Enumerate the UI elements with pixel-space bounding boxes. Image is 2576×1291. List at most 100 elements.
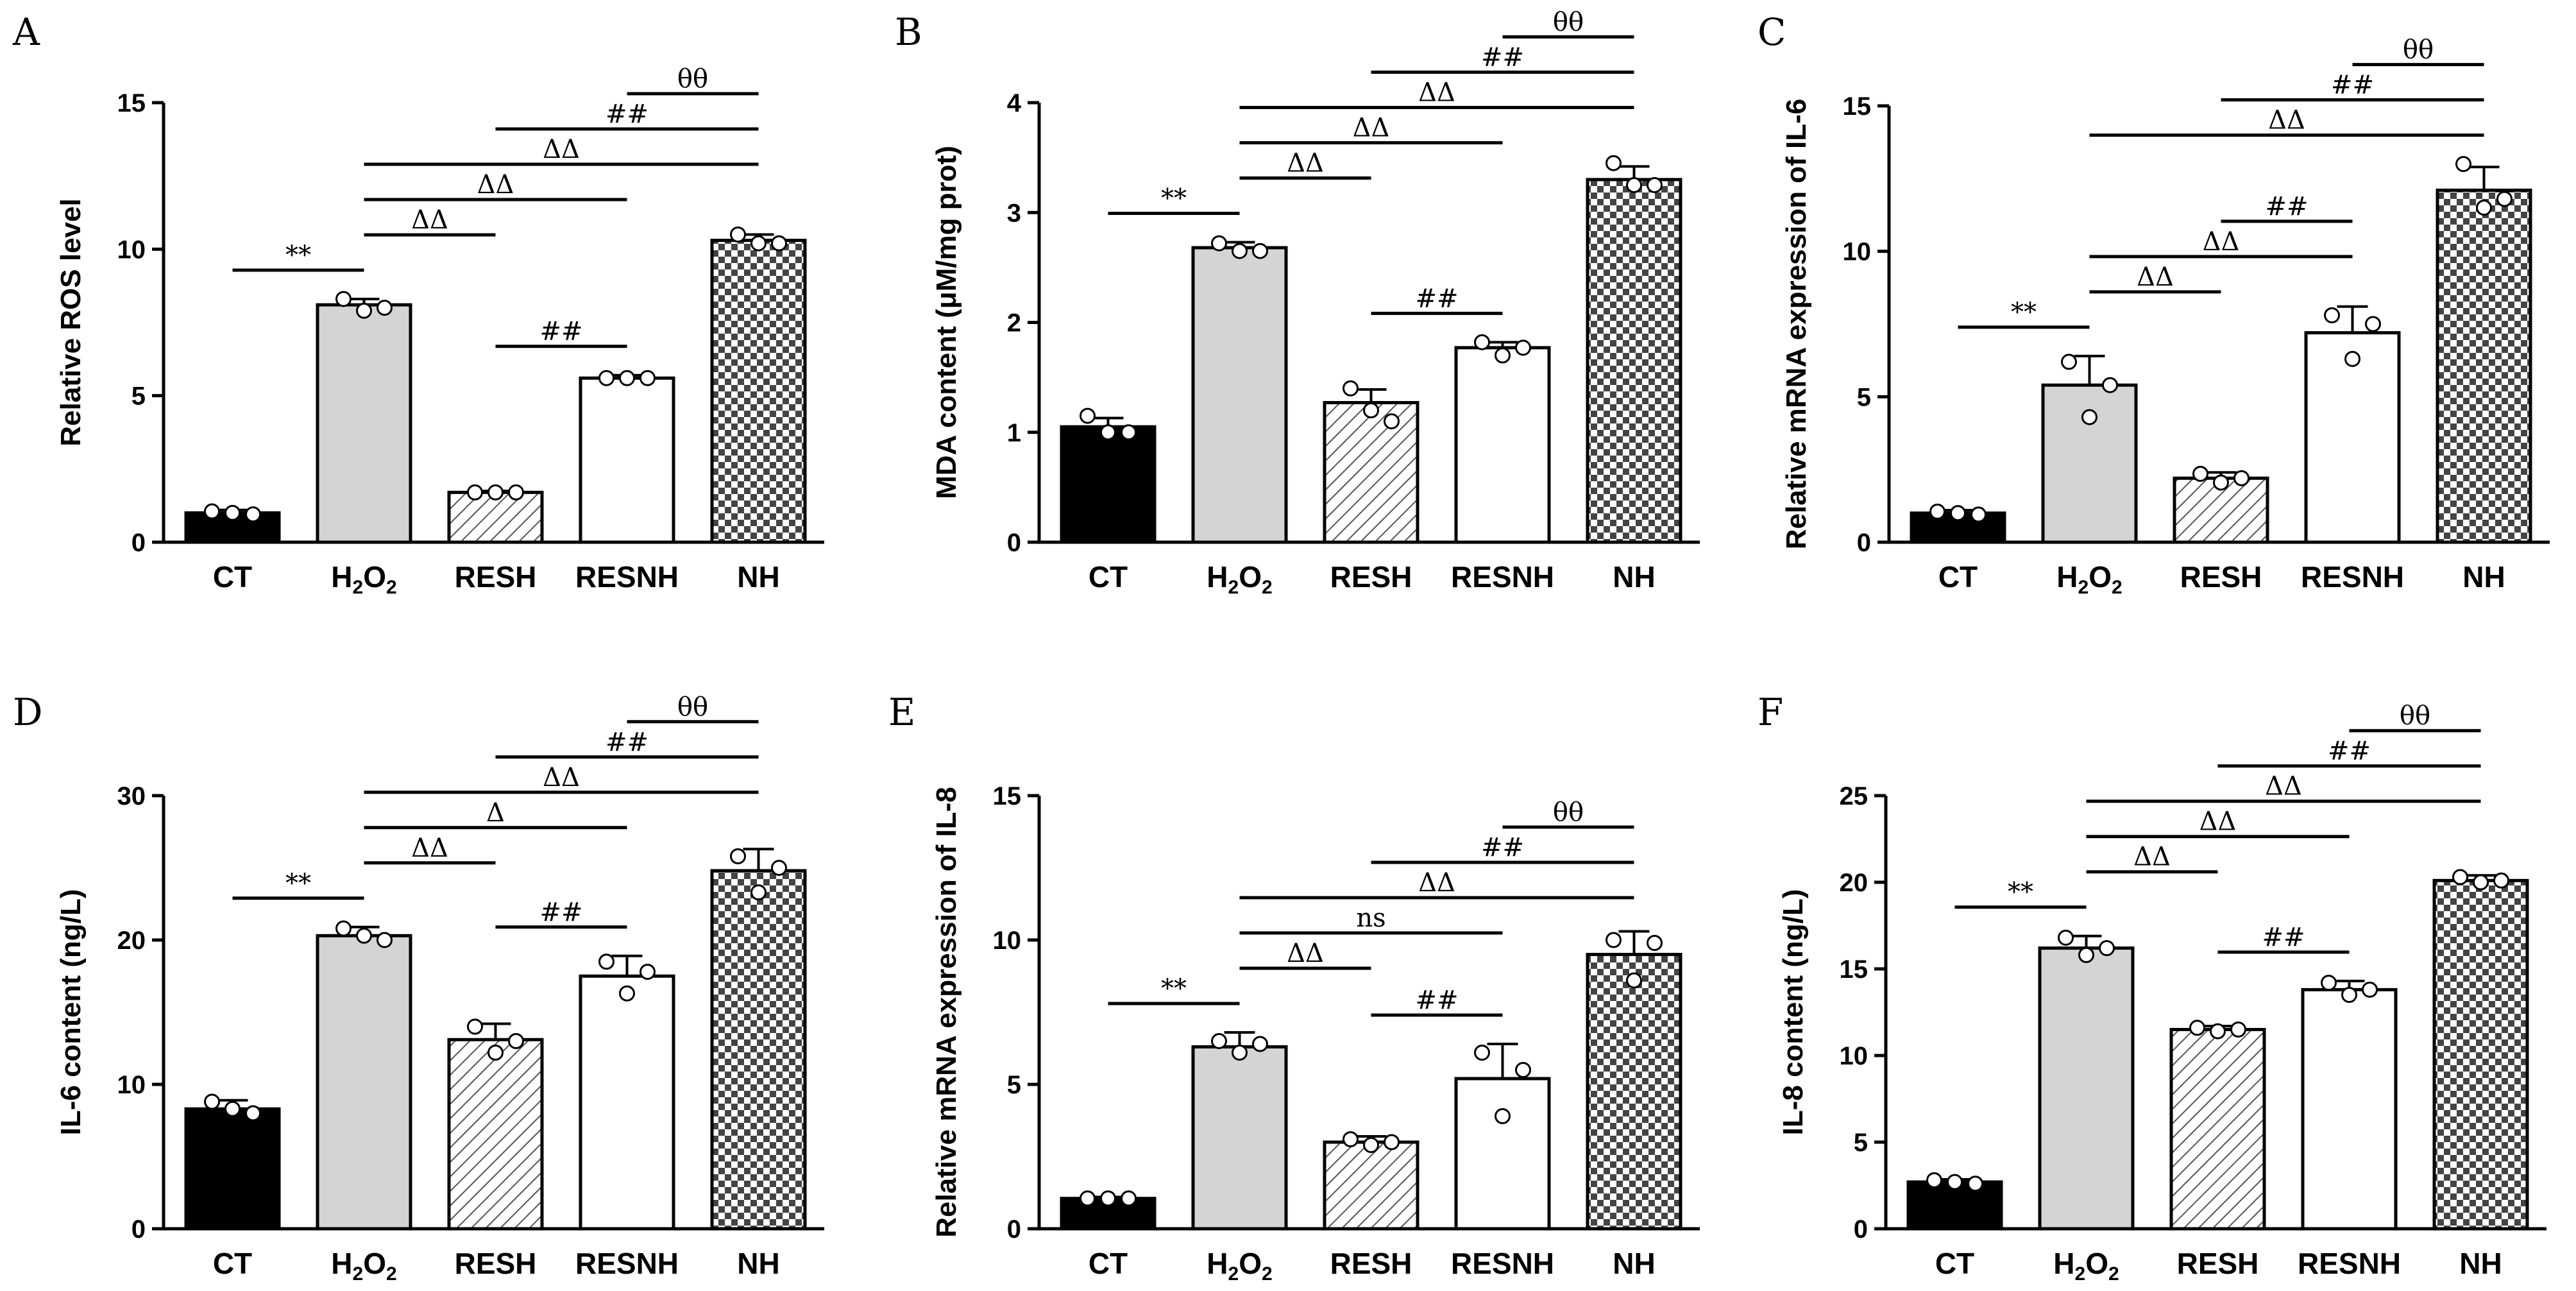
y-tick-label: 5: [1857, 383, 1871, 411]
category-label: NH: [2459, 1247, 2502, 1280]
y-tick-label: 2: [1007, 309, 1021, 338]
data-point: [245, 506, 261, 523]
significance-label: ##: [539, 898, 582, 927]
category-label: RESNH: [575, 560, 679, 594]
data-point: [225, 504, 241, 521]
bar-resnh: [2301, 987, 2398, 1231]
category-label: RESNH: [2301, 560, 2404, 594]
category-label: RESNH: [1451, 1247, 1554, 1280]
data-point: [2192, 465, 2208, 482]
y-axis-label: IL-6 content (ng/L): [55, 889, 87, 1136]
data-point: [335, 920, 352, 937]
significance-label: ΔΔ: [1287, 939, 1324, 968]
data-point: [1515, 1062, 1531, 1078]
data-point: [2081, 409, 2097, 425]
y-tick-label: 10: [117, 235, 146, 264]
bar-resh: [447, 1038, 544, 1231]
bar-h2o2: [2041, 383, 2138, 544]
data-point: [335, 291, 352, 307]
data-point: [467, 1018, 483, 1035]
data-point: [1080, 1190, 1096, 1207]
data-point: [1080, 407, 1096, 424]
data-point: [1947, 1174, 1963, 1190]
bar-h2o2: [1191, 246, 1288, 544]
y-axis-label: Relative ROS level: [55, 198, 87, 446]
y-tick-label: 15: [1843, 92, 1872, 121]
bar-h2o2: [316, 934, 412, 1231]
category-label: H2O2: [2053, 1247, 2119, 1285]
panel-b: B MDA content (μM/mg prot) 0 1 2 3 4 CT H2O2 RESH…: [895, 7, 1700, 598]
category-label: CT: [213, 1247, 252, 1280]
significance-label: ΔΔ: [2199, 807, 2237, 837]
data-point: [1211, 1033, 1227, 1049]
category-label: NH: [2462, 560, 2505, 594]
panel-a: A Relative ROS level 0 5 10 15 CT H2O2 RESH RESNH…: [12, 10, 824, 598]
category-label: H2O2: [331, 1247, 396, 1285]
bar-resh: [1323, 401, 1419, 544]
y-tick-label: 0: [1854, 1215, 1868, 1244]
data-point: [356, 927, 372, 944]
significance-label: θθ: [677, 692, 708, 722]
data-point: [1384, 1134, 1400, 1150]
significance-label: ΔΔ: [1287, 148, 1324, 178]
significance-label: **: [1161, 974, 1187, 1004]
data-point: [619, 370, 635, 386]
significance-label: ##: [1415, 284, 1458, 313]
data-point: [2365, 316, 2381, 332]
data-point: [1363, 1137, 1379, 1153]
data-point: [1515, 339, 1531, 356]
significance-label: ΔΔ: [1418, 78, 1455, 107]
significance-label: ΔΔ: [543, 135, 580, 164]
y-tick-label: 0: [1007, 529, 1021, 557]
panel-letter: A: [12, 10, 40, 54]
data-point: [2496, 191, 2512, 207]
category-label: CT: [1935, 1247, 1974, 1280]
data-point: [245, 1105, 261, 1122]
y-tick-label: 5: [131, 382, 146, 411]
significance-label: ΔΔ: [2203, 227, 2240, 257]
data-point: [1647, 176, 1663, 193]
y-tick-label: 25: [1840, 782, 1868, 810]
panel-letter: C: [1758, 10, 1786, 54]
data-point: [2344, 350, 2360, 367]
y-tick-label: 10: [1840, 1042, 1868, 1070]
category-label: NH: [1613, 560, 1655, 594]
data-point: [2324, 307, 2340, 323]
data-point: [1343, 1131, 1359, 1147]
data-point: [2210, 1023, 2226, 1039]
data-point: [2341, 987, 2357, 1003]
y-tick-label: 0: [1857, 529, 1871, 557]
panel-letter: B: [895, 10, 922, 54]
significance-label: ##: [539, 317, 582, 346]
category-label: H2O2: [1207, 1247, 1272, 1285]
significance-label: ΔΔ: [1418, 868, 1455, 898]
data-point: [2476, 200, 2492, 216]
significance-label: ##: [2331, 71, 2374, 100]
data-point: [1343, 380, 1359, 397]
data-point: [730, 227, 746, 243]
data-point: [1474, 1045, 1490, 1061]
y-tick-label: 0: [131, 529, 146, 557]
y-tick-label: 5: [1007, 1071, 1021, 1099]
bar-nh: [2432, 878, 2529, 1231]
significance-label: ΔΔ: [2137, 262, 2174, 292]
significance-label: ΔΔ: [477, 170, 514, 200]
data-point: [2189, 1020, 2205, 1036]
significance-label: θθ: [1553, 798, 1584, 827]
data-point: [377, 932, 393, 948]
category-label: CT: [1938, 560, 1978, 594]
data-point: [1926, 1172, 1942, 1188]
panel-f: F IL-8 content (ng/L) 0 5 10 15 20 25 CT H2O2 RESH…: [1758, 690, 2546, 1285]
y-tick-label: 5: [1854, 1129, 1868, 1157]
data-point: [377, 300, 393, 316]
data-point: [619, 985, 635, 1002]
data-point: [1970, 506, 1987, 523]
category-label: NH: [1613, 1247, 1655, 1280]
significance-label: ΔΔ: [543, 763, 580, 792]
data-point: [1626, 176, 1642, 193]
significance-label: ##: [1481, 42, 1524, 72]
significance-label: **: [2008, 878, 2033, 907]
data-point: [1252, 243, 1268, 259]
category-label: CT: [213, 560, 252, 594]
data-point: [2099, 940, 2115, 957]
